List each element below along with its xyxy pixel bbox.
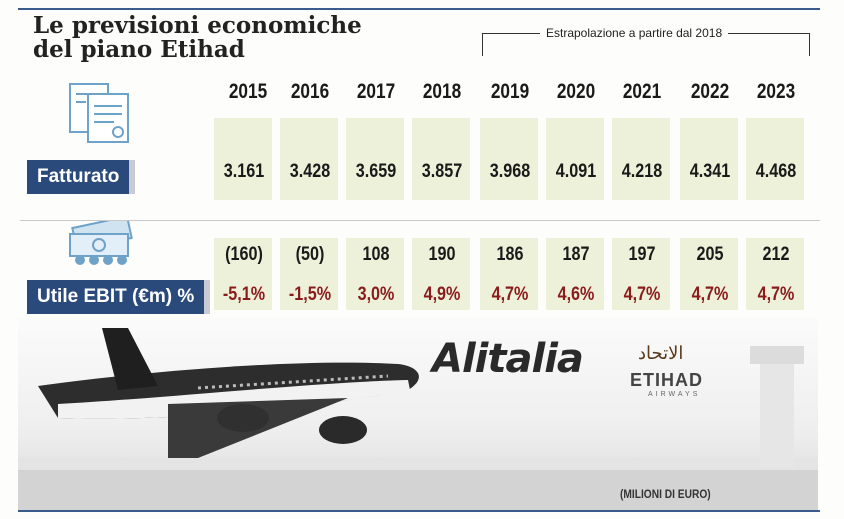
cell-bg: [680, 118, 738, 200]
ebit-2020: 187: [562, 244, 590, 265]
cell-bg: [612, 118, 670, 200]
cell-bg: [214, 118, 272, 200]
cell-bg: [680, 238, 738, 310]
year-2023: 2023: [756, 80, 796, 103]
ebit-2015: (160): [225, 244, 263, 265]
ebit-pct-2019: 4,7%: [491, 284, 529, 305]
row-divider: [20, 220, 820, 221]
alitalia-logo: Alitalia: [432, 336, 584, 382]
fatturato-2016: 3.428: [289, 161, 331, 182]
title-line-1: Le previsioni economiche: [33, 12, 362, 39]
airplane-illustration: [18, 328, 818, 510]
ebit-pct-2023: 4,7%: [757, 284, 795, 305]
etihad-arabic-logo: الاتحاد: [638, 343, 684, 363]
page-title: Le previsioni economiche del piano Etiha…: [33, 14, 362, 62]
ebit-2018: 190: [428, 244, 456, 265]
year-2018: 2018: [422, 80, 462, 103]
ebit-2022: 205: [696, 244, 724, 265]
cell-bg: [746, 118, 804, 200]
year-2019: 2019: [490, 80, 530, 103]
cell-bg: [412, 118, 470, 200]
etihad-sub-logo: AIRWAYS: [648, 391, 701, 398]
ebit-pct-2022: 4,7%: [691, 284, 729, 305]
cell-bg: [346, 238, 404, 310]
banknotes-icon: [69, 220, 133, 265]
ebit-2021: 197: [628, 244, 656, 265]
cell-bg: [546, 238, 604, 310]
cell-bg: [214, 238, 272, 310]
ebit-pct-2017: 3,0%: [357, 284, 395, 305]
bottom-rule: [18, 510, 820, 512]
cell-bg: [280, 118, 338, 200]
fatturato-2017: 3.659: [355, 161, 397, 182]
top-rule: [18, 8, 820, 10]
year-2017: 2017: [356, 80, 396, 103]
ebit-2017: 108: [362, 244, 390, 265]
cell-bg: [612, 238, 670, 310]
ebit-pct-2016: -1,5%: [288, 284, 332, 305]
ebit-pct-2021: 4,7%: [623, 284, 661, 305]
fatturato-2021: 4.218: [621, 161, 663, 182]
cell-bg: [746, 238, 804, 310]
extrapolation-bracket: Estrapolazione a partire dal 2018: [482, 26, 810, 56]
year-2020: 2020: [556, 80, 596, 103]
fatturato-2023: 4.468: [755, 161, 797, 182]
ebit-pct-2020: 4,6%: [557, 284, 595, 305]
fatturato-2020: 4.091: [555, 161, 597, 182]
year-2016: 2016: [290, 80, 330, 103]
ebit-2023: 212: [762, 244, 790, 265]
cell-bg: [346, 118, 404, 200]
year-2015: 2015: [228, 80, 268, 103]
extrapolation-note: Estrapolazione a partire dal 2018: [540, 26, 729, 40]
fatturato-2022: 4.341: [689, 161, 731, 182]
ebit-pct-2015: -5,1%: [222, 284, 266, 305]
document-icon: [69, 83, 129, 143]
year-2021: 2021: [622, 80, 662, 103]
fatturato-label: Fatturato: [27, 160, 136, 194]
ebit-2016: (50): [295, 244, 325, 265]
fatturato-2018: 3.857: [421, 161, 463, 182]
fatturato-2015: 3.161: [223, 161, 265, 182]
cell-bg: [480, 238, 538, 310]
ebit-label: Utile EBIT (€m) %: [27, 280, 211, 314]
airplane-photo: [18, 318, 818, 510]
cell-bg: [280, 238, 338, 310]
cell-bg: [546, 118, 604, 200]
cell-bg: [412, 238, 470, 310]
etihad-logo: ETIHAD: [630, 370, 703, 390]
ebit-pct-2018: 4,9%: [423, 284, 461, 305]
title-line-2: del piano Etihad: [33, 36, 245, 63]
unit-note: (MILIONI DI EURO): [620, 487, 711, 501]
cell-bg: [480, 118, 538, 200]
year-2022: 2022: [690, 80, 730, 103]
fatturato-2019: 3.968: [489, 161, 531, 182]
ebit-2019: 186: [496, 244, 524, 265]
